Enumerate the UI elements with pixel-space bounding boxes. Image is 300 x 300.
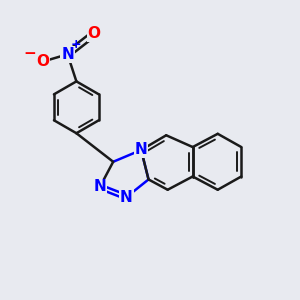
Text: N: N bbox=[120, 190, 133, 205]
Text: N: N bbox=[94, 179, 106, 194]
Text: N: N bbox=[61, 47, 74, 62]
Text: O: O bbox=[88, 26, 100, 41]
Text: −: − bbox=[23, 46, 36, 61]
Text: O: O bbox=[36, 54, 49, 69]
Text: N: N bbox=[135, 142, 148, 158]
Text: +: + bbox=[70, 38, 81, 51]
